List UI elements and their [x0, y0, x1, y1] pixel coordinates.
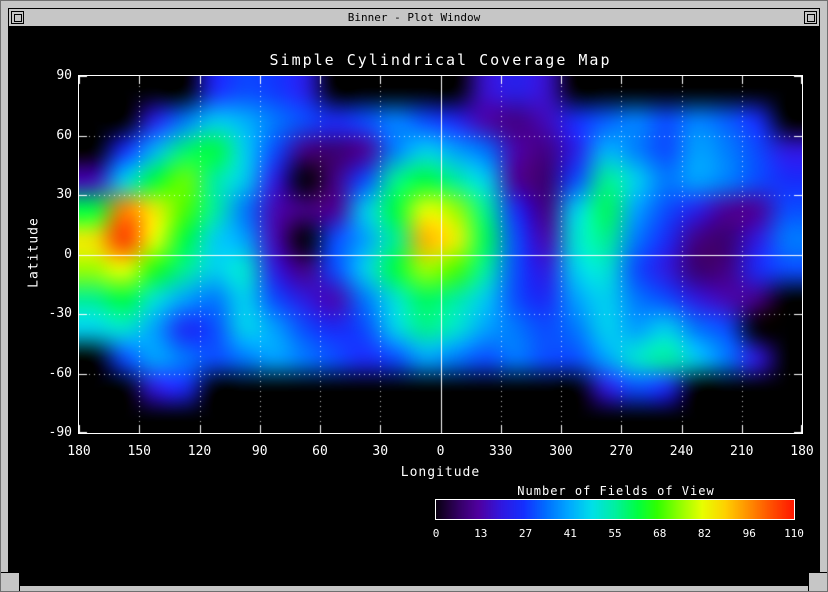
title-bar[interactable]: Binner - Plot Window	[8, 8, 820, 27]
colorbar-title: Number of Fields of View	[435, 484, 797, 498]
colorbar-tick-label: 0	[420, 527, 452, 540]
colorbar-tick-label: 55	[599, 527, 631, 540]
x-tick-label: 270	[599, 444, 643, 459]
colorbar-tick-label: 27	[510, 527, 542, 540]
x-tick-label: 30	[358, 444, 402, 459]
window-menu-icon	[14, 14, 22, 22]
window-title: Binner - Plot Window	[26, 9, 802, 26]
y-axis-title: Latitude	[27, 193, 42, 313]
colorbar	[435, 499, 795, 520]
y-tick-label: 90	[28, 68, 72, 83]
y-tick-label: 60	[28, 128, 72, 143]
x-tick-label: 90	[238, 444, 282, 459]
resize-handle-bottom-left[interactable]	[1, 572, 20, 591]
resize-handle-bottom-right[interactable]	[808, 572, 827, 591]
x-tick-label: 330	[479, 444, 523, 459]
window-resize-button[interactable]	[804, 11, 817, 24]
x-tick-label: 120	[178, 444, 222, 459]
colorbar-tick-label: 96	[733, 527, 765, 540]
x-tick-label: 180	[57, 444, 101, 459]
colorbar-tick-label: 13	[465, 527, 497, 540]
x-tick-label: 0	[419, 444, 463, 459]
x-axis-title: Longitude	[79, 465, 802, 480]
x-tick-label: 150	[117, 444, 161, 459]
colorbar-tick-label: 110	[778, 527, 810, 540]
colorbar-tick-label: 68	[644, 527, 676, 540]
plot-frame	[78, 75, 803, 434]
colorbar-tick-label: 82	[689, 527, 721, 540]
y-tick-label: -60	[28, 366, 72, 381]
x-tick-label: 300	[539, 444, 583, 459]
x-tick-label: 210	[720, 444, 764, 459]
colorbar-gradient-canvas	[436, 500, 794, 519]
window-resize-icon	[807, 14, 815, 22]
x-tick-label: 60	[298, 444, 342, 459]
colorbar-tick-label: 41	[554, 527, 586, 540]
window-menu-button[interactable]	[11, 11, 24, 24]
coverage-heatmap-canvas	[79, 76, 802, 433]
x-tick-label: 240	[660, 444, 704, 459]
chart-title: Simple Cylindrical Coverage Map	[79, 51, 802, 69]
y-tick-label: -90	[28, 425, 72, 440]
plot-window: Binner - Plot Window Simple Cylindrical …	[0, 0, 828, 592]
x-tick-label: 180	[780, 444, 824, 459]
plot-content: Simple Cylindrical Coverage Map 9060300-…	[8, 27, 820, 586]
